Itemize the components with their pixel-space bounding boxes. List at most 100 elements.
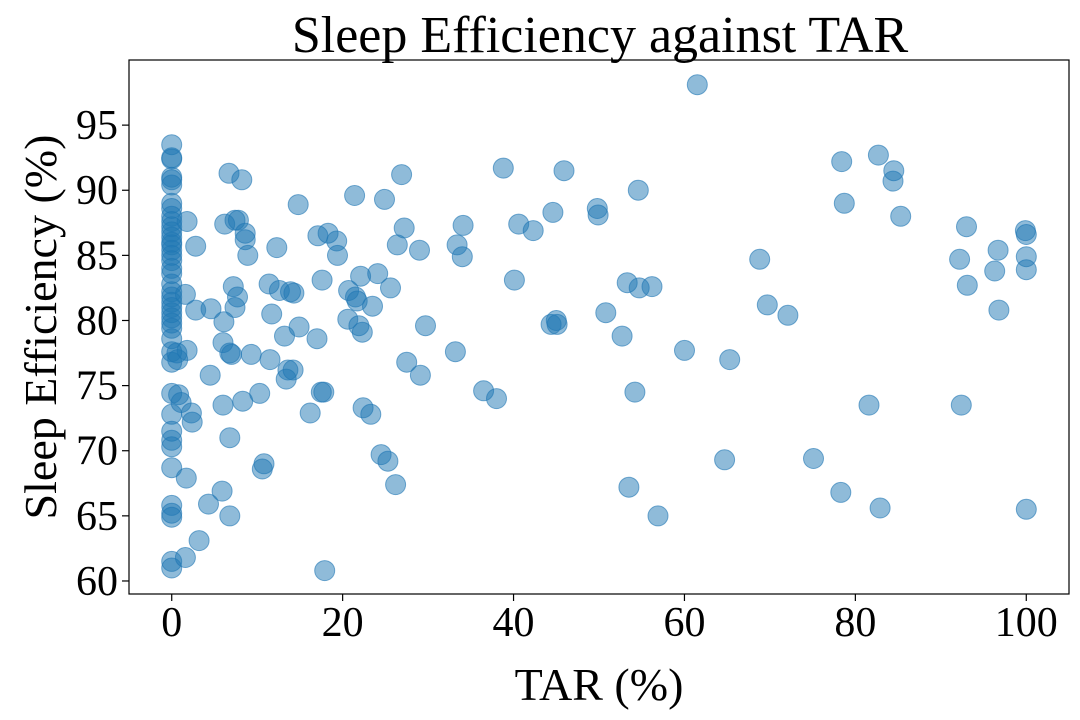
scatter-point [988, 299, 1010, 321]
x-tick-label: 100 [995, 600, 1058, 646]
chart-title: Sleep Efficiency against TAR [292, 7, 909, 64]
scatter-point [181, 411, 203, 433]
y-tick-label: 80 [76, 298, 118, 344]
y-tick-label: 75 [76, 364, 118, 410]
scatter-point [546, 313, 568, 335]
scatter-point [161, 174, 183, 196]
scatter-point [198, 493, 219, 515]
scatter-point [803, 448, 824, 469]
scatter-point [890, 205, 912, 227]
scatter-point [641, 276, 663, 298]
scatter-point [503, 269, 525, 291]
scatter-point [175, 467, 197, 489]
scatter-point [486, 388, 507, 410]
scatter-point [542, 201, 564, 223]
scatter-point [313, 381, 335, 403]
scatter-point [231, 169, 253, 191]
scatter-point [984, 260, 1006, 282]
plot-frame [128, 59, 1070, 595]
scatter-point [188, 530, 210, 552]
scatter-point [327, 244, 348, 266]
scatter-point [587, 204, 609, 226]
scatter-point [452, 214, 474, 236]
scatter-point [618, 476, 640, 498]
scatter-point [311, 269, 333, 291]
scatter-point [161, 148, 183, 170]
scatter-point [219, 505, 241, 527]
scatter-point [360, 403, 382, 425]
scatter-point [756, 294, 778, 316]
x-tick-label: 0 [161, 600, 182, 646]
scatter-point [377, 450, 399, 472]
scatter-point [624, 381, 646, 403]
scatter-point [253, 453, 275, 475]
scatter-point [306, 328, 328, 350]
x-tick-label: 40 [493, 600, 535, 646]
scatter-point [409, 364, 431, 386]
scatter-point [314, 560, 336, 582]
scatter-point [987, 239, 1009, 261]
scatter-point [867, 144, 889, 166]
scatter-point [174, 283, 196, 305]
scatter-point [393, 217, 415, 239]
scatter-point [956, 216, 977, 238]
scatter-point [176, 339, 198, 361]
y-tick-label: 85 [76, 233, 118, 279]
scatter-point [374, 188, 395, 210]
scatter-point [719, 349, 741, 371]
scatter-point [266, 237, 288, 259]
scatter-point [595, 302, 617, 324]
scatter-point [949, 248, 971, 270]
scatter-point [261, 303, 283, 325]
scatter-point [686, 74, 708, 96]
scatter-point [833, 192, 855, 214]
scatter-point [409, 239, 430, 261]
scatter-point [174, 547, 196, 568]
scatter-point [627, 179, 649, 201]
scatter-point [956, 274, 978, 296]
scatter-point [212, 394, 234, 416]
y-tick-label: 70 [76, 429, 118, 475]
scatter-point [287, 194, 309, 216]
scatter-point [227, 286, 248, 308]
x-tick-label: 20 [322, 600, 364, 646]
scatter-point [749, 248, 771, 270]
scatter-point [714, 449, 736, 471]
scatter-point [380, 277, 401, 299]
scatter-point [451, 246, 473, 268]
scatter-point [344, 185, 366, 206]
scatter-point [213, 311, 235, 333]
scatter-point [176, 211, 198, 232]
scatter-point [492, 157, 514, 179]
scatter-point [950, 394, 972, 416]
scatter-point [396, 351, 418, 373]
scatter-point [351, 321, 373, 343]
scatter-point [299, 402, 321, 424]
scatter-point [611, 325, 633, 347]
scatter-point [288, 316, 310, 338]
scatter-point [221, 343, 242, 365]
y-tick-label: 60 [76, 559, 118, 605]
scatter-point [249, 382, 271, 404]
scatter-point [830, 481, 852, 503]
scatter-point [211, 480, 233, 502]
scatter-point [219, 427, 241, 449]
scatter-point [869, 497, 891, 519]
scatter-point [674, 339, 695, 361]
scatter-point [553, 160, 575, 182]
scatter-point [283, 282, 305, 304]
y-tick-label: 95 [76, 103, 118, 149]
x-axis: 0 20 40 60 80 100 [161, 594, 1058, 646]
scatter-point [444, 341, 466, 363]
scatter-point [858, 394, 880, 416]
scatter-point [185, 235, 207, 257]
scatter-point [777, 304, 799, 326]
scatter-point [282, 359, 304, 381]
scatter-point [237, 244, 259, 266]
scatter-point [391, 164, 413, 186]
x-tick-label: 60 [663, 600, 705, 646]
scatter-point [1015, 224, 1037, 245]
scatter-point [415, 315, 436, 337]
scatter-point [1015, 259, 1037, 281]
x-tick-label: 80 [834, 600, 876, 646]
